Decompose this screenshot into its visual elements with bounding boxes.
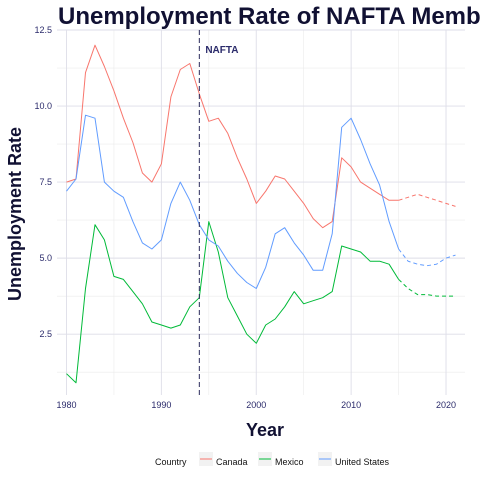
y-tick-label: 12.5 <box>34 25 52 35</box>
x-tick-label: 2000 <box>246 400 266 410</box>
legend-label: Mexico <box>275 457 304 467</box>
line-layer <box>66 44 456 384</box>
chart-title: Unemployment Rate of NAFTA Memb <box>58 3 480 30</box>
series-line-canada <box>66 44 399 229</box>
x-tick-label: 1980 <box>56 400 76 410</box>
x-tick-label: 1990 <box>151 400 171 410</box>
x-tick-label: 2010 <box>341 400 361 410</box>
nafta-label: NAFTA <box>205 45 238 56</box>
series-line-mexico-projected <box>398 279 456 297</box>
series-line-united-states-projected <box>398 248 456 267</box>
y-axis-title: Unemployment Rate <box>5 127 25 301</box>
annotation-layer: NAFTA <box>198 30 238 395</box>
y-tick-label: 5.0 <box>39 253 52 263</box>
y-tick-label: 2.5 <box>39 329 52 339</box>
legend: Country Canada Mexico United States <box>155 452 390 467</box>
legend-title: Country <box>155 457 187 467</box>
legend-label: Canada <box>216 457 248 467</box>
tick-layer: 1980 1990 2000 2010 2020 2.5 5.0 7.5 10.0 12.5 <box>34 25 456 410</box>
series-line-canada-projected <box>398 193 456 207</box>
x-axis-title: Year <box>246 420 284 440</box>
series-line-mexico <box>66 221 400 384</box>
y-tick-label: 10.0 <box>34 101 52 111</box>
series-line-united-states <box>66 114 400 289</box>
y-tick-label: 7.5 <box>39 177 52 187</box>
legend-label: United States <box>335 457 390 467</box>
x-tick-label: 2020 <box>436 400 456 410</box>
